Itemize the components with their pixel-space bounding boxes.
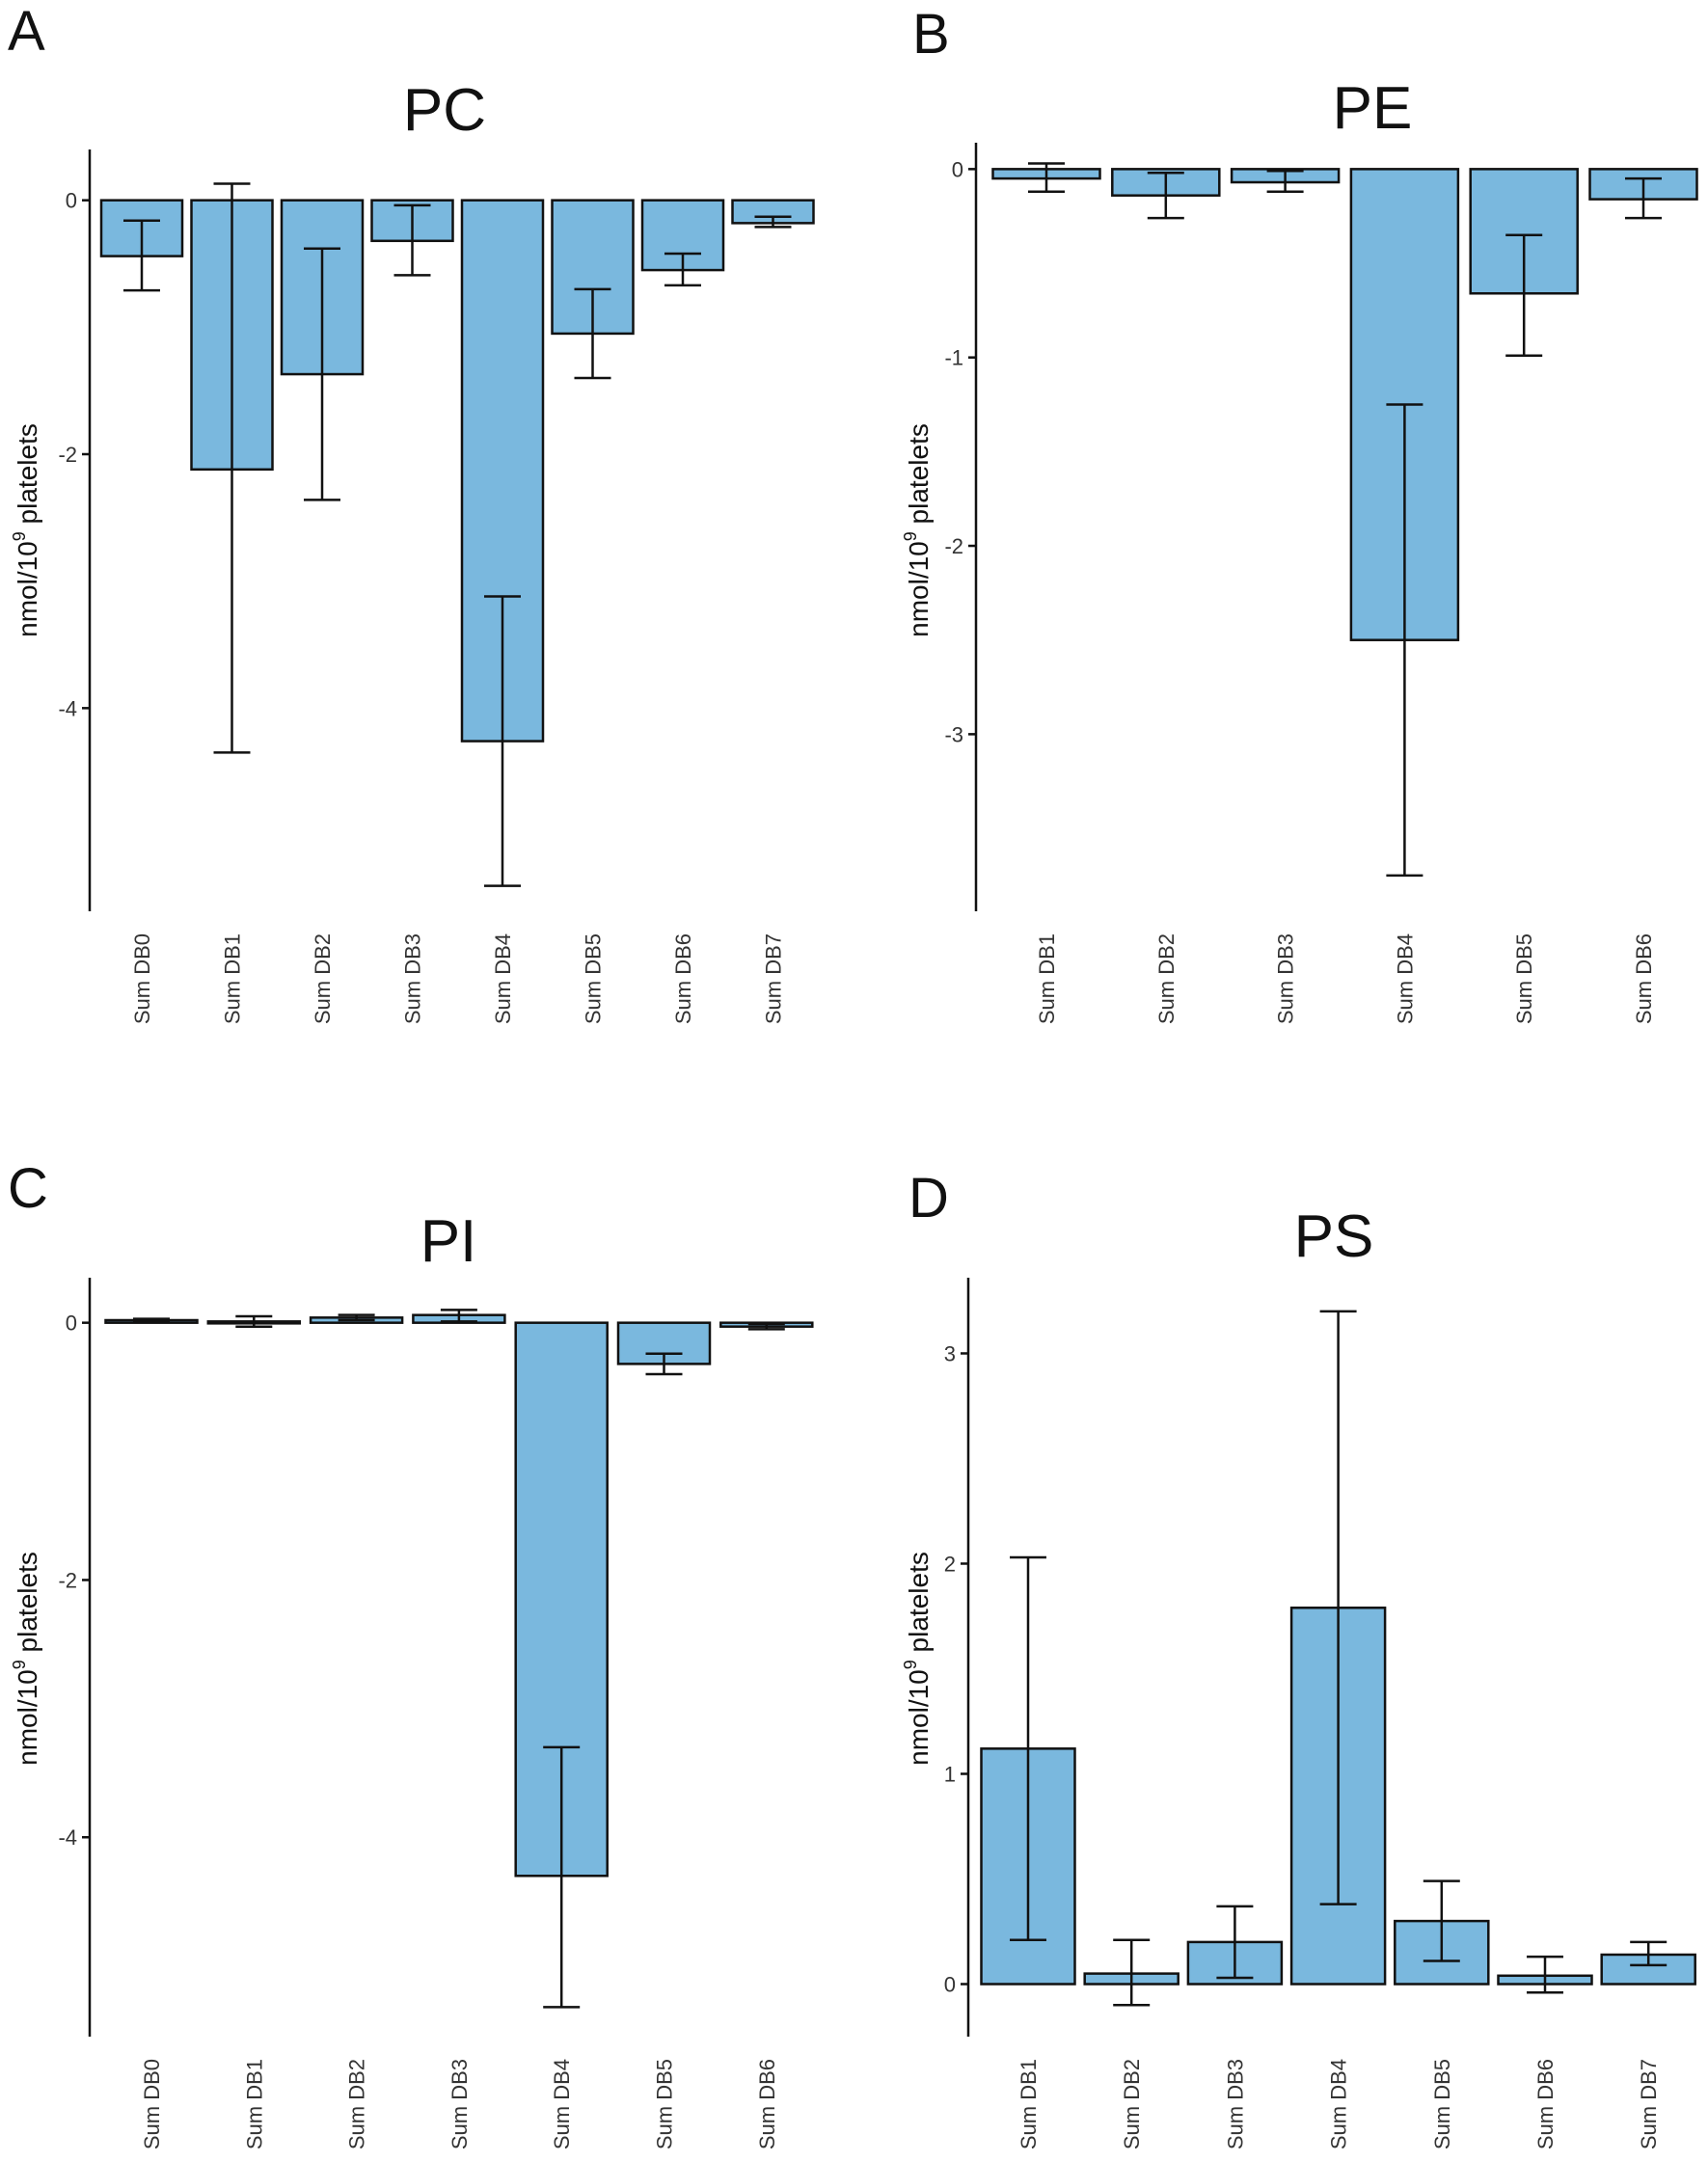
chart-title-pc: PC [403,77,486,144]
y-tick-label: -2 [58,1568,77,1592]
error-bar [543,1745,581,2009]
x-tick-label: Sum DB7 [1637,2059,1661,2149]
panel-letter-pc: A [8,0,45,63]
x-tick-label: Sum DB3 [1274,933,1298,1024]
y-tick-label: -2 [944,534,963,558]
chart-title-pe: PE [1333,75,1413,142]
panel-letter-pi: C [8,1157,48,1220]
error-bar [1266,170,1304,194]
x-tick-label: Sum DB5 [582,933,606,1024]
x-tick-label: Sum DB6 [1632,933,1656,1024]
error-bar [304,247,340,501]
x-tick-label: Sum DB0 [130,933,154,1024]
x-tick-label: Sum DB4 [1327,2059,1351,2149]
x-tick-label: Sum DB7 [762,933,786,1024]
error-bar [1423,1879,1460,1962]
error-bar [484,595,521,887]
y-tick-label: 0 [944,1972,956,1996]
error-bar [1319,1310,1357,1905]
panel-letter-pe: B [912,3,950,66]
x-tick-label: Sum DB4 [491,933,515,1024]
error-bar [645,1352,683,1376]
x-tick-label: Sum DB1 [242,2059,266,2149]
y-axis-label-pc: nmol/109 platelets [10,423,42,637]
y-axis-label-pe: nmol/109 platelets [901,423,934,637]
error-bar [123,219,160,292]
x-tick-label: Sum DB0 [140,2059,164,2149]
panel-pe: B PE nmol/109 platelets 0 -1 -2 -3 Sum DB1 Sum D… [901,3,1698,1024]
y-tick-label: 3 [944,1341,956,1365]
error-bar [574,287,611,380]
error-bar [1527,1955,1563,1994]
x-tick-label: Sum DB5 [1430,2059,1454,2149]
error-bar [1386,403,1423,878]
y-tick-label: 0 [66,1311,77,1336]
y-axis-label-ps: nmol/109 platelets [901,1552,934,1766]
chart-title-pi: PI [420,1208,477,1275]
error-bar [1625,176,1662,220]
x-tick-label: Sum DB6 [755,2059,779,2149]
x-tick-label: Sum DB6 [1533,2059,1558,2149]
y-axis-label-pi: nmol/109 platelets [10,1552,42,1766]
x-tick-label: Sum DB2 [345,2059,369,2149]
panel-ps: D PS nmol/109 platelets 0 1 2 3 Sum DB1 Sum DB2 S… [901,1167,1696,2149]
error-bar [133,1317,170,1323]
y-tick-label: -4 [58,696,77,720]
y-tick-label: -1 [944,346,963,370]
y-tick-label: 2 [944,1552,956,1576]
x-tick-label: Sum DB3 [1223,2059,1247,2149]
error-bar [1216,1905,1254,1980]
x-tick-label: Sum DB4 [550,2059,574,2149]
panel-pc: A PC nmol/109 platelets 0 -2 -4 Sum DB0 Sum DB1… [8,0,815,1024]
error-bar [1505,233,1543,357]
x-tick-label: Sum DB5 [1512,933,1536,1024]
error-bar [213,182,251,754]
x-tick-label: Sum DB2 [311,933,335,1024]
error-bar [1028,162,1065,194]
x-tick-label: Sum DB4 [1393,933,1417,1024]
y-tick-label: 0 [66,189,77,213]
x-tick-label: Sum DB2 [1120,2059,1144,2149]
x-tick-label: Sum DB1 [221,933,245,1024]
error-bar [393,203,431,277]
chart-title-ps: PS [1294,1203,1374,1270]
y-tick-label: 0 [952,157,963,181]
error-bar [754,215,792,229]
y-tick-label: -3 [944,722,963,746]
panel-letter-ps: D [908,1167,949,1230]
x-tick-label: Sum DB1 [1035,933,1059,1024]
x-tick-label: Sum DB2 [1154,933,1179,1024]
x-tick-label: Sum DB5 [653,2059,677,2149]
error-bar [440,1309,477,1323]
x-tick-label: Sum DB3 [401,933,425,1024]
error-bar [338,1313,375,1322]
y-tick-label: -4 [58,1825,77,1850]
error-bar [747,1322,785,1331]
error-bar [235,1314,273,1328]
panel-pi: C PI nmol/109 platelets 0 -2 -4 Sum DB0 Sum DB1… [8,1157,814,2149]
y-tick-label: 1 [944,1762,956,1786]
error-bar [1630,1940,1667,1967]
error-bar [1113,1938,1151,2007]
x-tick-label: Sum DB1 [1017,2059,1041,2149]
x-tick-label: Sum DB3 [447,2059,472,2149]
x-tick-label: Sum DB6 [671,933,695,1024]
error-bar [1147,172,1184,220]
error-bar [1010,1555,1046,1941]
error-bar [664,252,701,287]
y-tick-label: -2 [58,443,77,467]
